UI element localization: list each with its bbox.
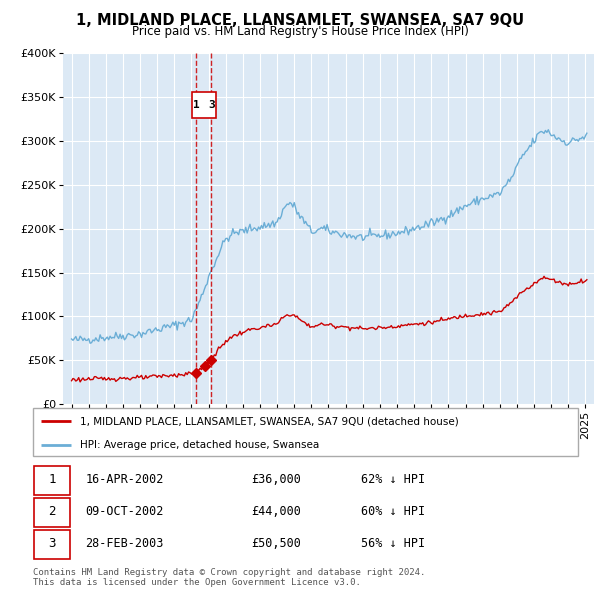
FancyBboxPatch shape xyxy=(34,498,70,527)
Text: 3: 3 xyxy=(49,537,56,550)
Text: 56% ↓ HPI: 56% ↓ HPI xyxy=(361,537,425,550)
Text: £36,000: £36,000 xyxy=(251,473,301,486)
Text: Price paid vs. HM Land Registry's House Price Index (HPI): Price paid vs. HM Land Registry's House … xyxy=(131,25,469,38)
Text: 1: 1 xyxy=(49,473,56,486)
Text: 2: 2 xyxy=(49,505,56,518)
Text: 60% ↓ HPI: 60% ↓ HPI xyxy=(361,505,425,518)
Text: Contains HM Land Registry data © Crown copyright and database right 2024.
This d: Contains HM Land Registry data © Crown c… xyxy=(33,568,425,587)
Text: HPI: Average price, detached house, Swansea: HPI: Average price, detached house, Swan… xyxy=(80,440,319,450)
Text: 1: 1 xyxy=(193,100,200,110)
Text: £50,500: £50,500 xyxy=(251,537,301,550)
FancyBboxPatch shape xyxy=(192,91,215,118)
Text: 16-APR-2002: 16-APR-2002 xyxy=(85,473,164,486)
Text: £44,000: £44,000 xyxy=(251,505,301,518)
Text: 1, MIDLAND PLACE, LLANSAMLET, SWANSEA, SA7 9QU (detached house): 1, MIDLAND PLACE, LLANSAMLET, SWANSEA, S… xyxy=(80,416,458,426)
Text: 28-FEB-2003: 28-FEB-2003 xyxy=(85,537,164,550)
FancyBboxPatch shape xyxy=(34,466,70,495)
FancyBboxPatch shape xyxy=(34,530,70,559)
Text: 3: 3 xyxy=(208,100,215,110)
Text: 62% ↓ HPI: 62% ↓ HPI xyxy=(361,473,425,486)
Text: 1, MIDLAND PLACE, LLANSAMLET, SWANSEA, SA7 9QU: 1, MIDLAND PLACE, LLANSAMLET, SWANSEA, S… xyxy=(76,13,524,28)
FancyBboxPatch shape xyxy=(33,408,578,456)
Text: 09-OCT-2002: 09-OCT-2002 xyxy=(85,505,164,518)
